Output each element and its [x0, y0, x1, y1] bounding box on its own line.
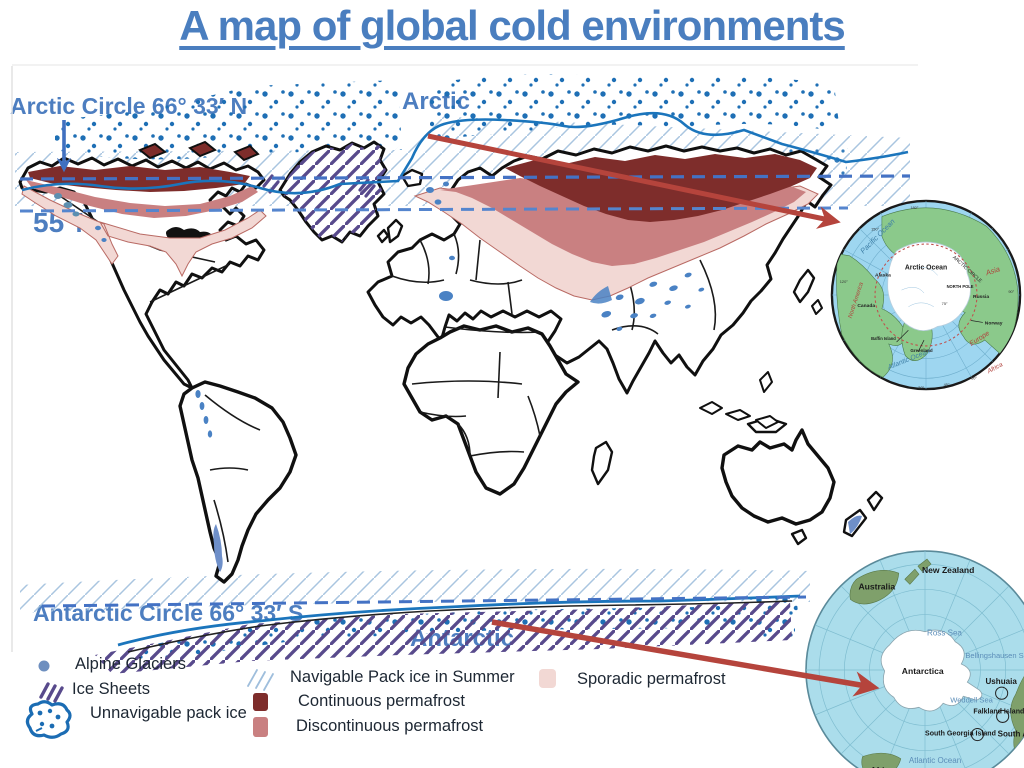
antarctica — [880, 629, 983, 712]
antarctic-ice-sheet-band — [95, 600, 793, 674]
arctic-island-2 — [188, 140, 217, 158]
continent-africa — [402, 324, 580, 496]
continent-south-america — [178, 380, 298, 584]
legend-unnavigable-pack-ice: Unnavigable pack ice — [90, 704, 247, 722]
svg-text:90°: 90° — [1008, 289, 1014, 294]
svg-text:Atlantic Ocean: Atlantic Ocean — [909, 756, 961, 765]
svg-text:60°: 60° — [971, 375, 977, 380]
svg-text:Russia: Russia — [973, 294, 989, 300]
legend-navigable-pack-ice: Navigable Pack ice in Summer — [290, 668, 515, 686]
island-uk — [386, 218, 404, 244]
svg-text:Ross Sea: Ross Sea — [927, 629, 962, 638]
antarctic-inset-map: New Zealand Australia Ross Sea Bellingsh… — [804, 549, 1024, 768]
island-indonesia-3 — [755, 415, 779, 429]
legend-continuous-permafrost: Continuous permafrost — [298, 692, 465, 710]
svg-text:Falkland Islands: Falkland Islands — [973, 708, 1024, 715]
svg-text:30°: 30° — [918, 385, 924, 390]
ice-sheets-icon — [39, 682, 64, 703]
island-madagascar — [590, 440, 614, 486]
svg-text:Ushuaia: Ushuaia — [986, 677, 1018, 686]
sporadic — [21, 185, 267, 278]
legend-alpine-glaciers: Alpine Glaciers — [75, 655, 186, 673]
svg-text:Asia: Asia — [984, 264, 1001, 277]
discontinuous-permafrost-swatch — [253, 717, 268, 737]
antarctic-circle-line — [41, 595, 807, 608]
svg-text:Weddell Sea: Weddell Sea — [950, 695, 993, 704]
svg-text:Baffin Island: Baffin Island — [871, 336, 896, 341]
arctic-ice-cap — [887, 241, 971, 331]
alpine-glaciers-icon — [38, 660, 50, 672]
svg-text:South America: South America — [998, 730, 1024, 739]
continent-australia — [720, 428, 836, 526]
arctic-circle-ring — [874, 243, 978, 347]
continent-north-america — [18, 156, 266, 390]
svg-text:75°: 75° — [942, 301, 948, 306]
svg-text:Norway: Norway — [985, 320, 1003, 326]
continuous-permafrost-swatch — [253, 693, 268, 711]
island-rings — [970, 686, 1010, 742]
svg-text:Africa: Africa — [871, 766, 894, 768]
arctic-island-1 — [138, 142, 167, 160]
legend-sporadic-permafrost: Sporadic permafrost — [577, 670, 726, 688]
svg-text:45°: 45° — [944, 382, 950, 387]
legend-ice-sheets: Ice Sheets — [72, 680, 150, 698]
island-japan — [792, 268, 816, 304]
island-new-zealand-north — [866, 490, 884, 512]
island-tasmania — [790, 528, 808, 546]
svg-text:NORTH POLE: NORTH POLE — [947, 284, 974, 289]
page-title: A map of global cold environments — [179, 2, 846, 49]
svg-text:New Zealand: New Zealand — [922, 565, 974, 575]
svg-text:Alaska: Alaska — [875, 272, 891, 278]
island-japan-south — [811, 299, 823, 315]
svg-text:150°: 150° — [871, 226, 880, 231]
lat-55n-line — [19, 206, 849, 213]
map-frame — [11, 64, 918, 652]
island-ireland — [376, 228, 390, 244]
svg-text:120°: 120° — [840, 279, 849, 284]
svg-text:Greenland: Greenland — [910, 348, 933, 353]
navigable-pack-ice-icon — [247, 669, 274, 691]
sporadic-permafrost-swatch — [539, 669, 556, 688]
svg-text:Antarctica: Antarctica — [902, 666, 944, 676]
arctic-inset-map: Pacific Ocean Arctic Ocean NORTH POLE AR… — [828, 197, 1024, 393]
svg-text:Australia: Australia — [858, 581, 895, 591]
unnavigable-pack-ice-icon — [25, 700, 72, 739]
svg-text:Canada: Canada — [857, 303, 875, 309]
svg-text:Bellingshausen Sea: Bellingshausen Sea — [965, 651, 1024, 660]
inset-labels: New Zealand Australia Ross Sea Bellingsh… — [858, 565, 1024, 768]
arctic-island-3 — [233, 144, 260, 162]
svg-text:Arctic Ocean: Arctic Ocean — [905, 265, 947, 272]
island-indonesia-1 — [699, 401, 723, 415]
island-indonesia-2 — [725, 409, 751, 421]
island-philippines — [759, 371, 773, 393]
pack-ice-edge-lines — [21, 111, 909, 647]
legend-discontinuous-permafrost: Discontinuous permafrost — [296, 717, 484, 735]
inset-land — [849, 558, 1024, 768]
discontinuous — [26, 180, 258, 218]
svg-text:180°: 180° — [910, 205, 919, 210]
svg-text:South Georgia Island: South Georgia Island — [925, 731, 996, 738]
